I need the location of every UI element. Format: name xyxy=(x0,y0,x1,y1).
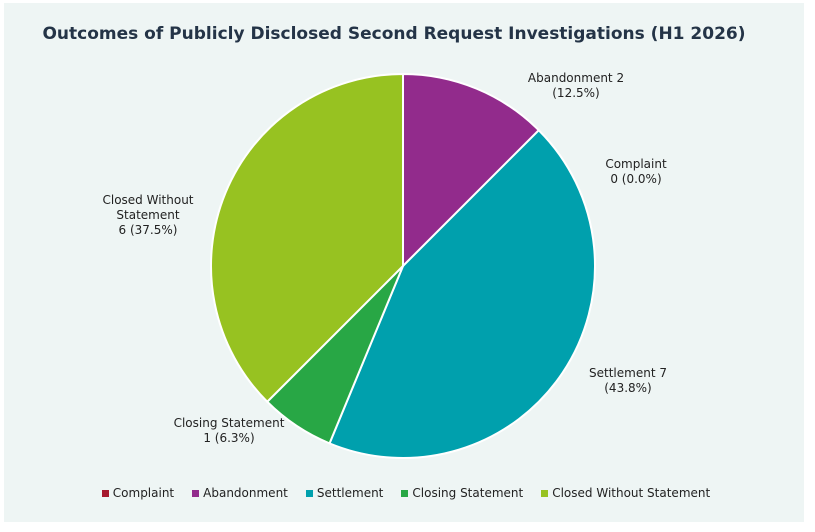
chart-title: Outcomes of Publicly Disclosed Second Re… xyxy=(42,24,746,44)
legend-item-complaint: Complaint xyxy=(101,486,175,500)
slice-label-settlement: Settlement 7 (43.8%) xyxy=(589,366,667,395)
legend-item-settlement: Settlement xyxy=(305,486,384,500)
legend-label: Closing Statement xyxy=(412,486,524,500)
pie-slice-settlement xyxy=(328,128,596,459)
pie-slice-abandonment xyxy=(402,72,541,269)
legend-label: Complaint xyxy=(112,486,175,500)
chart-legend: Complaint Abandonment Settlement Closing St… xyxy=(0,486,812,500)
legend-item-closed-without-statement: Closed Without Statement xyxy=(541,486,710,500)
slice-label-closed-without-statement: Closed Without Statement 6 (37.5%) xyxy=(102,193,193,237)
legend-item-closing-statement: Closing Statement xyxy=(401,486,523,500)
pie-slice-closed-without-statement xyxy=(210,72,404,404)
slice-label-complaint: Complaint 0 (0.0%) xyxy=(605,157,667,186)
legend-item-abandonment: Abandonment xyxy=(192,486,288,500)
legend-label: Settlement xyxy=(316,486,384,500)
legend-label: Closed Without Statement xyxy=(552,486,711,500)
legend-swatch xyxy=(541,489,549,497)
slice-label-closing-statement: Closing Statement 1 (6.3%) xyxy=(174,416,285,445)
legend-swatch xyxy=(401,489,409,497)
legend-swatch xyxy=(101,489,109,497)
legend-swatch xyxy=(305,489,313,497)
slice-label-abandonment: Abandonment 2 (12.5%) xyxy=(528,71,624,100)
legend-label: Abandonment xyxy=(203,486,288,500)
legend-swatch xyxy=(192,489,200,497)
